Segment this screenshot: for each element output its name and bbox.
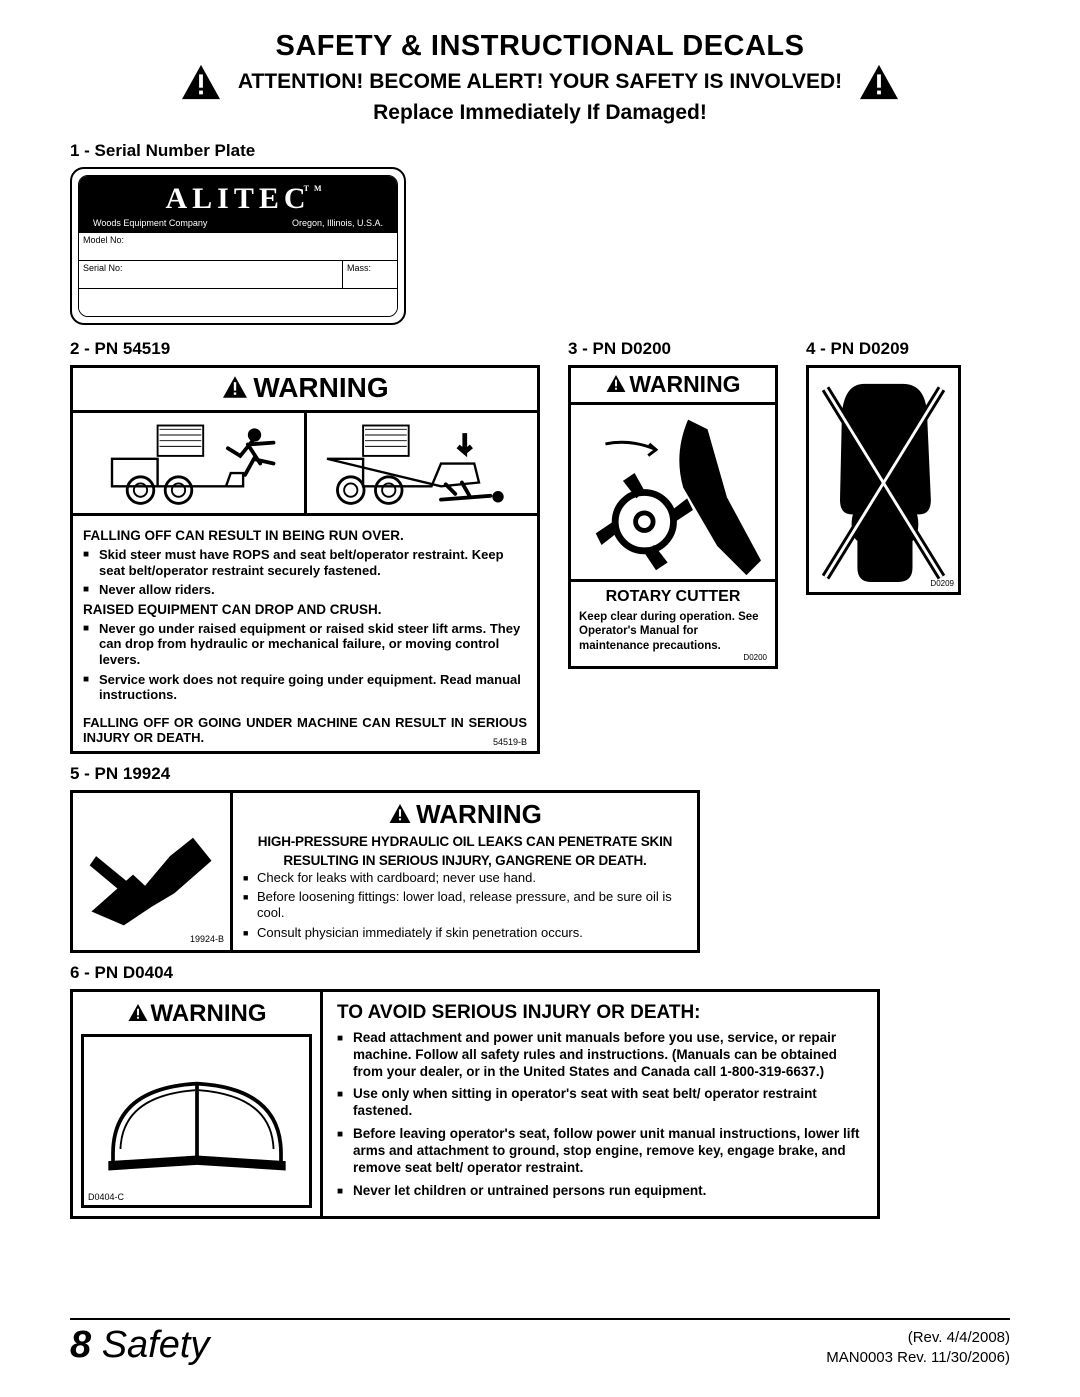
d2-label: 2 - PN 54519 <box>70 339 540 359</box>
d2-pic-crush-icon <box>307 413 538 513</box>
d5-warning: WARNING <box>243 799 687 830</box>
decal-2: WARNING <box>70 365 540 754</box>
d6-bullet: Use only when sitting in operator's seat… <box>337 1086 863 1120</box>
d5-bullet: Consult physician immediately if skin pe… <box>243 925 687 941</box>
page-subtitle: ATTENTION! BECOME ALERT! YOUR SAFETY IS … <box>238 70 842 94</box>
alert-icon <box>858 63 900 101</box>
d5-bullet: Check for leaks with cardboard; never us… <box>243 870 687 886</box>
d3-warning: WARNING <box>571 368 775 402</box>
d2-bullet: Never go under raised equipment or raise… <box>83 621 527 668</box>
decal-4: D0209 <box>806 365 961 595</box>
d6-label: 6 - PN D0404 <box>70 963 1010 983</box>
d2-heading1: FALLING OFF CAN RESULT IN BEING RUN OVER… <box>83 528 527 543</box>
d6-warning: WARNING <box>81 1000 312 1028</box>
footer-rev1: (Rev. 4/4/2008) <box>826 1328 1010 1348</box>
plate-location: Oregon, Illinois, U.S.A. <box>292 218 383 228</box>
plate-company: Woods Equipment Company <box>93 218 207 228</box>
d5-bullet: Before loosening fittings: lower load, r… <box>243 889 687 922</box>
d6-bullet: Never let children or untrained persons … <box>337 1183 863 1200</box>
rotary-cutter-icon <box>571 402 775 582</box>
page-subsubtitle: Replace Immediately If Damaged! <box>70 101 1010 125</box>
page-title: SAFETY & INSTRUCTIONAL DECALS <box>70 30 1010 63</box>
d3-code: D0200 <box>579 653 767 662</box>
d6-bullet: Before leaving operator's seat, follow p… <box>337 1126 863 1177</box>
plate-serial-label: Serial No: <box>79 261 342 288</box>
d6-code: D0404-C <box>88 1192 124 1202</box>
d5-code: 19924-B <box>190 934 224 944</box>
d6-bullet: Read attachment and power unit manuals b… <box>337 1030 863 1081</box>
d5-heading1: HIGH-PRESSURE HYDRAULIC OIL LEAKS CAN PE… <box>243 834 687 849</box>
d2-pic-fall-icon <box>73 413 307 513</box>
d3-text: Keep clear during operation. See Operato… <box>579 610 767 653</box>
alert-icon <box>180 63 222 101</box>
footer-page-section: 8 Safety <box>70 1324 209 1367</box>
hydraulic-hand-icon <box>79 810 224 930</box>
d2-heading2: RAISED EQUIPMENT CAN DROP AND CRUSH. <box>83 602 527 617</box>
d3-title: ROTARY CUTTER <box>579 588 767 606</box>
d3-label: 3 - PN D0200 <box>568 339 778 359</box>
d4-code: D0209 <box>930 579 954 588</box>
d4-label: 4 - PN D0209 <box>806 339 961 359</box>
d2-bullet: Never allow riders. <box>83 582 527 598</box>
decal-5: 19924-B WARNING HIGH-PRESSURE HYDRAULIC … <box>70 790 700 953</box>
page-header: SAFETY & INSTRUCTIONAL DECALS ATTENTION!… <box>70 30 1010 125</box>
manual-book-icon: D0404-C <box>81 1034 312 1208</box>
d2-footer: FALLING OFF OR GOING UNDER MACHINE CAN R… <box>73 713 537 751</box>
d6-title: TO AVOID SERIOUS INJURY OR DEATH: <box>337 1002 863 1024</box>
d5-heading2: RESULTING IN SERIOUS INJURY, GANGRENE OR… <box>243 853 687 868</box>
no-step-icon <box>811 373 956 588</box>
serial-plate: ALITECTM Woods Equipment Company Oregon,… <box>70 167 406 325</box>
d5-label: 5 - PN 19924 <box>70 764 1010 784</box>
plate-label: 1 - Serial Number Plate <box>70 141 1010 161</box>
decal-3: WARNING ROTARY CUTTER Keep clear during <box>568 365 778 669</box>
d2-bullet: Skid steer must have ROPS and seat belt/… <box>83 547 527 578</box>
plate-model-label: Model No: <box>79 233 397 260</box>
d2-bullet: Service work does not require going unde… <box>83 672 527 703</box>
footer-rev2: MAN0003 Rev. 11/30/2006) <box>826 1348 1010 1368</box>
page-footer: 8 Safety (Rev. 4/4/2008) MAN0003 Rev. 11… <box>70 1318 1010 1367</box>
plate-brand: ALITECTM <box>165 182 310 216</box>
plate-mass-label: Mass: <box>342 261 397 288</box>
decal-6: WARNING D0404-C TO AVOID SERIOUS INJURY … <box>70 989 880 1219</box>
d2-warning: WARNING <box>73 368 537 410</box>
